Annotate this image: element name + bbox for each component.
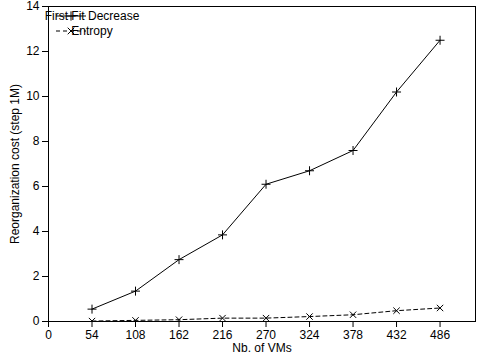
svg-text:54: 54: [85, 328, 99, 342]
svg-text:432: 432: [387, 328, 407, 342]
svg-text:First Fit Decrease: First Fit Decrease: [45, 9, 140, 23]
svg-text:486: 486: [430, 328, 450, 342]
svg-text:162: 162: [169, 328, 189, 342]
svg-text:378: 378: [343, 328, 363, 342]
svg-text:Reorganization cost (step 1M): Reorganization cost (step 1M): [8, 84, 22, 244]
svg-text:108: 108: [125, 328, 145, 342]
svg-text:6: 6: [33, 179, 40, 193]
svg-text:4: 4: [33, 224, 40, 238]
svg-text:14: 14: [26, 0, 40, 13]
svg-text:Nb. of VMs: Nb. of VMs: [232, 341, 291, 355]
svg-text:216: 216: [213, 328, 233, 342]
svg-text:0: 0: [45, 328, 52, 342]
svg-text:0: 0: [33, 314, 40, 328]
svg-text:270: 270: [256, 328, 276, 342]
svg-text:324: 324: [300, 328, 320, 342]
svg-text:12: 12: [26, 44, 40, 58]
svg-text:2: 2: [33, 269, 40, 283]
svg-text:Entropy: Entropy: [71, 24, 112, 38]
svg-text:10: 10: [26, 89, 40, 103]
svg-text:8: 8: [33, 134, 40, 148]
